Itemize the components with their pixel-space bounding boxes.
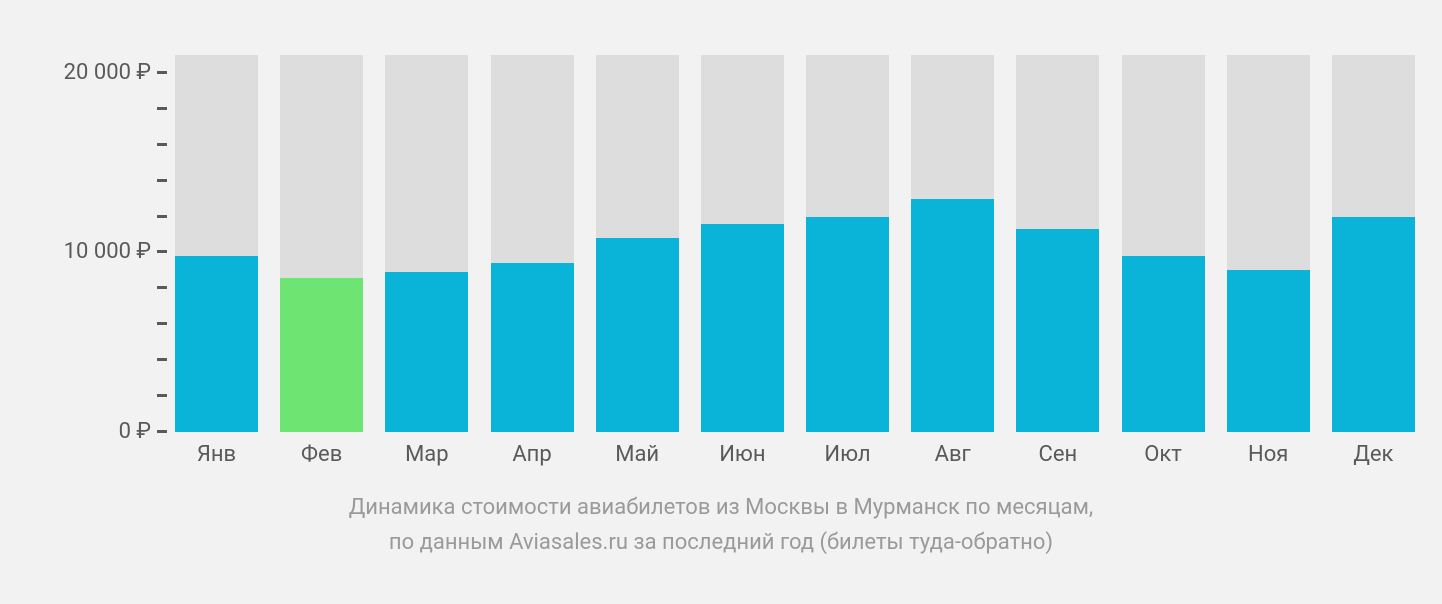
bar-value [1016,229,1099,432]
y-tick-mark [157,250,167,253]
y-tick-label: 10 000 ₽ [64,239,151,264]
chart-caption: Динамика стоимости авиабилетов из Москвы… [0,490,1442,560]
bar-value [491,263,574,432]
y-tick-mark [157,71,167,74]
y-tick-mark [157,143,167,146]
bar-value [701,224,784,432]
x-axis-labels: Янв Фев Мар Апр Май Июн Июл Авг Сен Окт Ноя Дек [175,442,1415,467]
bar[interactable] [175,55,258,432]
y-minor-tick [0,358,167,361]
bar[interactable] [806,55,889,432]
bar-value [175,256,258,432]
bar[interactable] [596,55,679,432]
caption-line-2: по данным Aviasales.ru за последний год … [0,525,1442,560]
caption-line-1: Динамика стоимости авиабилетов из Москвы… [0,490,1442,525]
x-label: Апр [491,442,574,467]
y-minor-tick [0,215,167,218]
bar-value [385,272,468,432]
y-minor-tick [0,322,167,325]
y-tick: 10 000 ₽ [0,239,167,264]
bar[interactable] [491,55,574,432]
x-label: Авг [911,442,994,467]
bar-value [280,278,363,432]
bar[interactable] [1227,55,1310,432]
bar[interactable] [1122,55,1205,432]
x-label: Окт [1122,442,1205,467]
y-minor-tick [0,286,167,289]
y-tick-mark [157,286,167,289]
y-tick-mark [157,358,167,361]
plot-area [175,55,1415,432]
y-tick-label: 20 000 ₽ [64,60,151,85]
x-label: Июл [806,442,889,467]
bar-value [1332,217,1415,432]
y-tick-mark [157,215,167,218]
y-tick-mark [157,179,167,182]
bar[interactable] [701,55,784,432]
bar[interactable] [280,55,363,432]
y-axis: 0 ₽10 000 ₽20 000 ₽ [0,55,175,432]
x-label: Ноя [1227,442,1310,467]
bar[interactable] [385,55,468,432]
x-label: Июн [701,442,784,467]
y-tick: 20 000 ₽ [0,60,167,85]
y-tick-mark [157,430,167,433]
x-label: Мар [385,442,468,467]
bar-value [911,199,994,432]
x-label: Янв [175,442,258,467]
y-minor-tick [0,143,167,146]
bar-value [1122,256,1205,432]
y-tick-mark [157,394,167,397]
x-label: Сен [1016,442,1099,467]
y-minor-tick [0,394,167,397]
y-minor-tick [0,179,167,182]
bar-value [1227,270,1310,432]
y-tick-mark [157,322,167,325]
bar-value [596,238,679,432]
bar[interactable] [1016,55,1099,432]
y-tick: 0 ₽ [0,419,167,444]
bar[interactable] [1332,55,1415,432]
y-minor-tick [0,107,167,110]
x-label: Фев [280,442,363,467]
y-tick-mark [157,107,167,110]
price-chart: 0 ₽ 10 000 ₽ 20 000 ₽ Янв Фев Мар Апр Май Июн Ию… [0,0,1442,604]
x-label: Дек [1332,442,1415,467]
bar[interactable] [911,55,994,432]
x-label: Май [596,442,679,467]
y-tick-label: 0 ₽ [119,419,151,444]
bar-value [806,217,889,432]
